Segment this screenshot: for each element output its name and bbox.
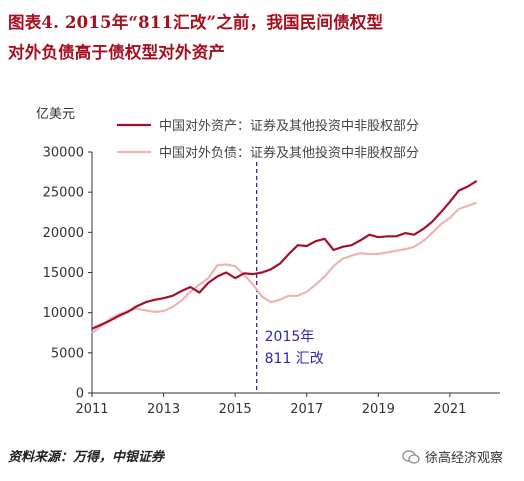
y-axis-unit-label: 亿美元 bbox=[36, 107, 75, 122]
y-tick-label: 30000 bbox=[43, 146, 84, 161]
y-tick-label: 0 bbox=[76, 387, 84, 402]
x-tick-label: 2017 bbox=[290, 402, 323, 417]
x-tick-label: 2015 bbox=[219, 402, 252, 417]
title-line-1: 图表4. 2015年“811汇改”之前，我国民间债权型 bbox=[8, 13, 384, 32]
y-tick-label: 25000 bbox=[43, 186, 84, 201]
annotation-group: 2015年 811 汇改 bbox=[255, 162, 324, 393]
chart-title: 图表4. 2015年“811汇改”之前，我国民间债权型 对外负债高于债权型对外资… bbox=[8, 8, 518, 68]
y-tick-label: 15000 bbox=[43, 266, 84, 281]
annotation-text: 2015年 bbox=[265, 329, 315, 345]
y-tick-label: 10000 bbox=[43, 306, 84, 321]
watermark-text: 徐高经济观察 bbox=[425, 451, 504, 466]
wechat-icon bbox=[402, 449, 420, 464]
y-tick-label: 20000 bbox=[43, 226, 84, 241]
series-lines bbox=[91, 179, 478, 334]
y-tick-label: 5000 bbox=[51, 346, 84, 361]
x-tick-label: 2011 bbox=[75, 402, 108, 417]
x-axis: 2011 2013 2015 2017 2019 2021 bbox=[75, 392, 500, 417]
series-line bbox=[91, 201, 478, 334]
legend-label: 中国对外资产：证券及其他投资中非股权部分 bbox=[159, 118, 419, 134]
x-tick-label: 2019 bbox=[362, 402, 395, 417]
title-line-2: 对外负债高于债权型对外资产 bbox=[8, 43, 226, 62]
y-axis: 0 5000 10000 15000 20000 25000 30000 bbox=[43, 146, 93, 402]
watermark: 徐高经济观察 bbox=[402, 447, 503, 466]
x-tick-label: 2013 bbox=[147, 402, 180, 417]
annotation-text: 811 汇改 bbox=[265, 351, 324, 367]
legend-label: 中国对外负债：证券及其他投资中非股权部分 bbox=[159, 145, 419, 161]
source-note: 资料来源：万得，中银证券 bbox=[8, 450, 165, 465]
x-tick-label: 2021 bbox=[433, 402, 466, 417]
series-line bbox=[91, 179, 478, 330]
